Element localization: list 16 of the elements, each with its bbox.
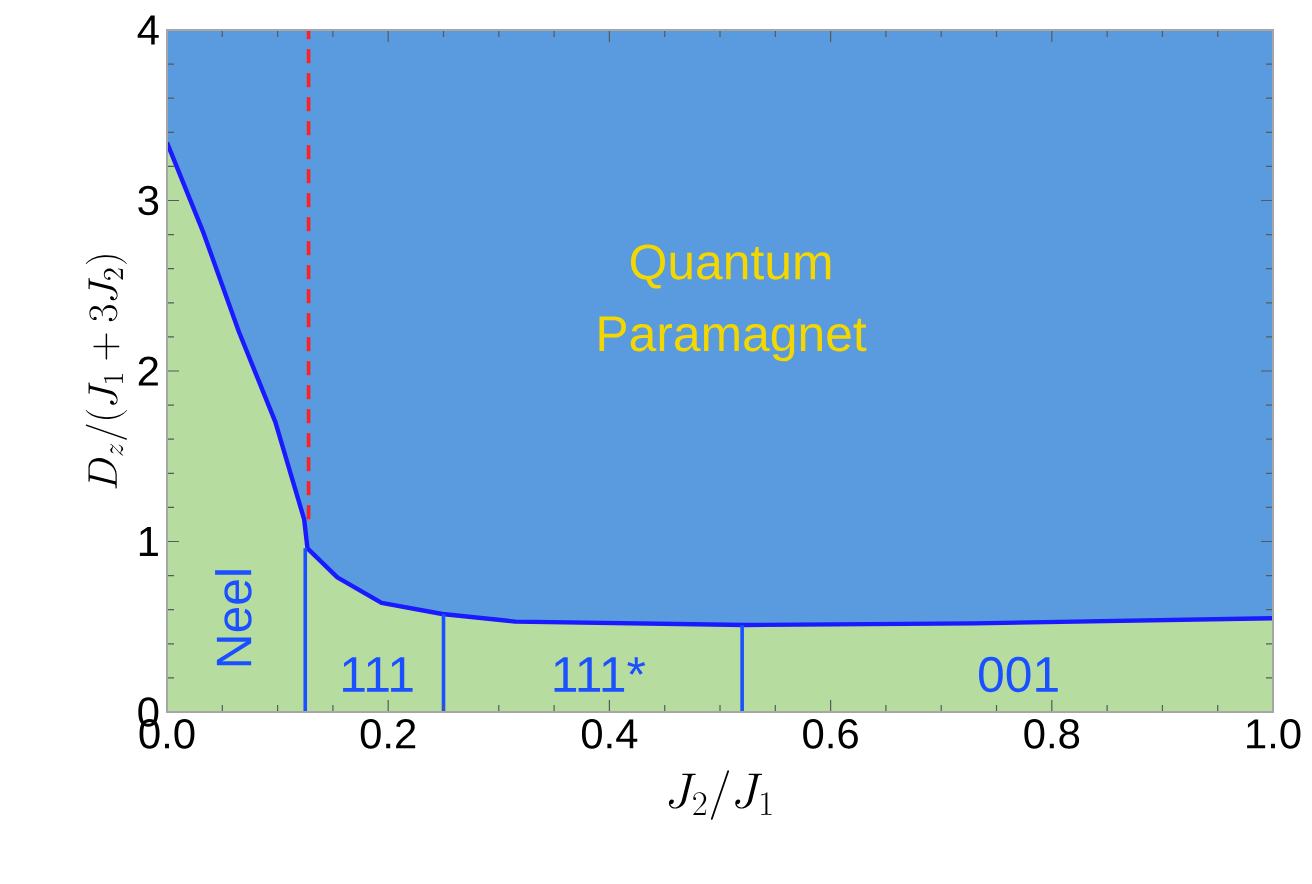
x-tick-label: 0.2: [360, 719, 416, 749]
y-tick-label: 2: [138, 356, 158, 386]
annotation: Neel: [215, 570, 252, 666]
y-tick-label: 1: [139, 527, 158, 556]
y-tick-label: 4: [137, 15, 159, 45]
x-tick-label: 0.4: [581, 719, 638, 749]
annotation: 001: [979, 656, 1058, 693]
annotation: 111*: [554, 657, 646, 692]
x-axis-title: $J_2/J_1$: [668, 770, 772, 820]
x-tick-label: 0.8: [1024, 719, 1080, 749]
annotation: 111: [343, 657, 413, 692]
x-tick-label: 0.6: [803, 719, 858, 749]
annotation: Quantum Paramagnet: [599, 244, 867, 362]
y-axis-title: $D_z/(J_1+3J_2)$: [85, 255, 128, 489]
x-tick-label: 1.0: [1247, 719, 1301, 749]
y-tick-label: 3: [138, 185, 159, 216]
